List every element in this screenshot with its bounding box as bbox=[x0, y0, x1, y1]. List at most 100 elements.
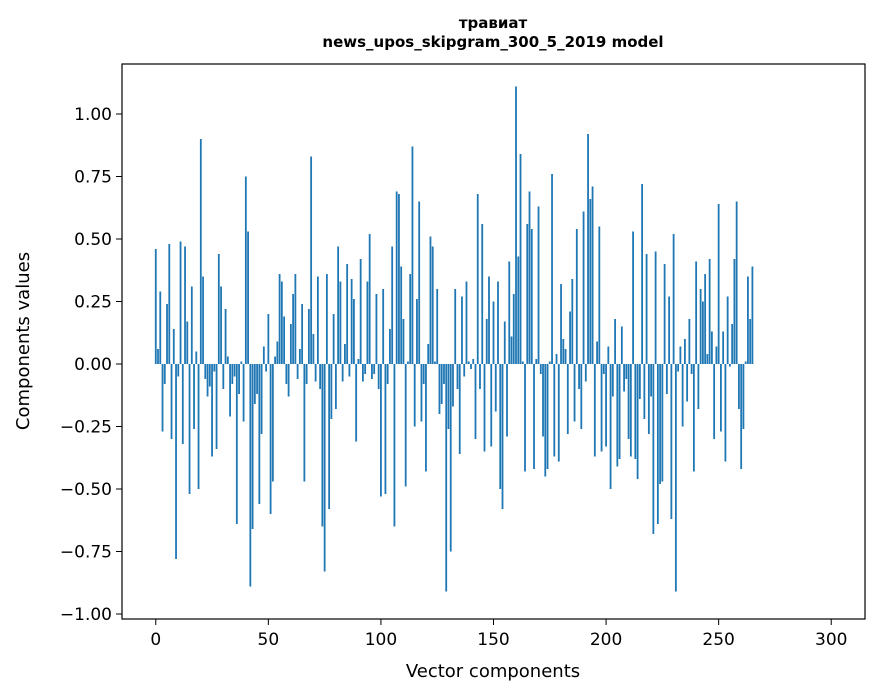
y-tick-label: 1.00 bbox=[74, 105, 112, 125]
bar bbox=[602, 364, 605, 374]
y-tick-label: −0.25 bbox=[60, 418, 112, 438]
bar bbox=[747, 276, 749, 364]
x-tick-label: 100 bbox=[365, 630, 397, 650]
bar bbox=[582, 211, 585, 364]
x-tick-label: 50 bbox=[258, 630, 280, 650]
bar bbox=[260, 364, 263, 434]
bar bbox=[339, 281, 342, 364]
bar bbox=[368, 234, 371, 364]
bar bbox=[443, 364, 445, 384]
bar bbox=[711, 331, 713, 364]
y-tick-label: 0.50 bbox=[74, 230, 112, 250]
bar bbox=[267, 314, 270, 364]
bar bbox=[668, 296, 671, 364]
bar bbox=[726, 296, 729, 364]
bar bbox=[476, 194, 479, 364]
bar bbox=[695, 261, 698, 364]
bar bbox=[429, 236, 432, 364]
bar bbox=[611, 364, 614, 397]
bar bbox=[195, 351, 198, 364]
bar bbox=[283, 316, 286, 364]
bar bbox=[208, 364, 211, 387]
bar bbox=[672, 234, 675, 364]
bar bbox=[157, 349, 159, 364]
bar bbox=[591, 186, 594, 364]
bar bbox=[751, 266, 754, 364]
bar bbox=[692, 364, 695, 472]
bar bbox=[733, 259, 736, 364]
bar bbox=[521, 361, 524, 364]
bar bbox=[325, 274, 328, 364]
bar bbox=[537, 206, 540, 364]
bar bbox=[463, 364, 466, 377]
bar bbox=[544, 364, 547, 477]
bar bbox=[217, 254, 220, 364]
bar bbox=[636, 364, 639, 479]
bar bbox=[643, 364, 646, 419]
bar bbox=[681, 364, 684, 427]
bar bbox=[436, 289, 439, 364]
bar bbox=[289, 324, 292, 364]
bar bbox=[654, 251, 657, 364]
bar bbox=[312, 334, 315, 364]
bar bbox=[154, 249, 157, 364]
bar bbox=[546, 364, 549, 469]
bar bbox=[337, 246, 340, 364]
bar bbox=[371, 364, 373, 379]
bar bbox=[323, 364, 326, 572]
bar bbox=[501, 364, 504, 509]
bar bbox=[596, 341, 598, 364]
bar bbox=[641, 184, 643, 364]
bar bbox=[404, 364, 407, 487]
bar bbox=[503, 321, 506, 364]
bar bbox=[420, 364, 423, 422]
bar bbox=[593, 364, 596, 457]
bar bbox=[528, 191, 531, 364]
bar bbox=[598, 226, 601, 364]
bar bbox=[258, 364, 261, 504]
bar bbox=[204, 364, 207, 379]
bar bbox=[240, 361, 243, 364]
x-axis-label: Vector components bbox=[406, 661, 580, 682]
bar bbox=[609, 364, 612, 489]
bar bbox=[301, 304, 304, 364]
bar bbox=[650, 364, 653, 397]
bar bbox=[575, 229, 578, 364]
bar bbox=[393, 364, 396, 527]
bar bbox=[458, 364, 461, 454]
bar bbox=[470, 364, 472, 369]
bar bbox=[407, 361, 409, 364]
bar bbox=[623, 364, 625, 392]
bar bbox=[530, 229, 533, 364]
bar bbox=[416, 299, 418, 364]
bar bbox=[645, 254, 648, 364]
bar bbox=[688, 319, 691, 364]
bar bbox=[447, 364, 450, 429]
bar bbox=[409, 274, 412, 364]
bar bbox=[524, 364, 526, 472]
bar bbox=[353, 299, 355, 364]
bar bbox=[578, 364, 580, 389]
bar bbox=[294, 274, 297, 364]
bar bbox=[395, 191, 398, 364]
bar bbox=[701, 301, 704, 364]
bar bbox=[330, 364, 333, 419]
bar bbox=[226, 356, 229, 364]
bar bbox=[614, 319, 616, 364]
bar bbox=[485, 319, 488, 364]
bar bbox=[564, 349, 567, 364]
bar bbox=[418, 201, 421, 364]
bar bbox=[560, 284, 562, 364]
bar bbox=[438, 364, 441, 414]
bar bbox=[724, 364, 727, 462]
bar bbox=[307, 309, 310, 364]
bar bbox=[686, 364, 689, 402]
bar bbox=[557, 364, 560, 462]
bar bbox=[740, 364, 743, 469]
bar bbox=[298, 349, 301, 364]
bar bbox=[506, 364, 508, 437]
bar bbox=[679, 346, 682, 364]
bar bbox=[170, 364, 173, 439]
bar bbox=[422, 364, 425, 384]
bar bbox=[280, 281, 283, 364]
